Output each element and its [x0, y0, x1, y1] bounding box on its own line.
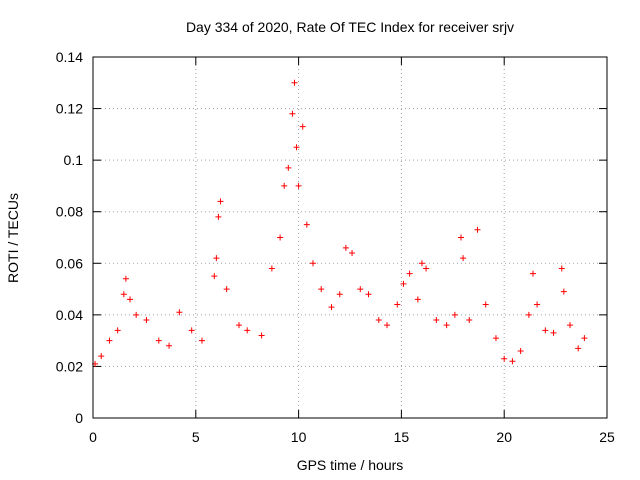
y-tick-label: 0.1 — [64, 152, 84, 168]
y-tick-label: 0.02 — [56, 358, 83, 374]
data-point — [384, 322, 391, 329]
data-point — [509, 358, 516, 365]
data-point — [133, 311, 140, 318]
data-point — [291, 79, 298, 86]
data-point — [414, 296, 421, 303]
data-point — [566, 322, 573, 329]
data-point — [309, 260, 316, 267]
data-point — [318, 286, 325, 293]
y-tick-label: 0.14 — [56, 49, 83, 65]
x-tick-labels: 0 5 10 15 20 25 — [89, 429, 615, 445]
y-tick-label: 0.08 — [56, 204, 83, 220]
x-tick-label: 25 — [599, 429, 615, 445]
data-point — [365, 291, 372, 298]
data-point — [492, 335, 499, 342]
data-point — [244, 327, 251, 334]
axis-ticks — [92, 56, 608, 419]
data-point — [188, 327, 195, 334]
data-point — [281, 182, 288, 189]
data-point — [277, 234, 284, 241]
data-point — [211, 273, 218, 280]
data-point — [155, 337, 162, 344]
data-point — [482, 301, 489, 308]
data-point — [460, 255, 467, 262]
data-point — [336, 291, 343, 298]
chart-title: Day 334 of 2020, Rate Of TEC Index for r… — [186, 19, 514, 35]
x-tick-label: 0 — [89, 429, 97, 445]
data-point — [295, 182, 302, 189]
data-point — [406, 270, 413, 277]
data-point — [299, 123, 306, 130]
data-point — [215, 213, 222, 220]
data-point — [120, 291, 127, 298]
y-tick-label: 0 — [75, 410, 83, 426]
x-tick-label: 15 — [394, 429, 410, 445]
y-tick-label: 0.04 — [56, 307, 83, 323]
data-point — [550, 329, 557, 336]
x-tick-label: 20 — [496, 429, 512, 445]
data-points — [92, 79, 588, 367]
data-point — [285, 164, 292, 171]
data-point — [394, 301, 401, 308]
data-point — [560, 288, 567, 295]
data-point — [98, 353, 105, 360]
y-tick-labels: 0 0.02 0.04 0.06 0.08 0.1 0.12 0.14 — [56, 49, 83, 426]
data-point — [581, 335, 588, 342]
data-point — [400, 280, 407, 287]
y-tick-label: 0.12 — [56, 101, 83, 117]
data-point — [122, 275, 129, 282]
data-point — [525, 311, 532, 318]
plot-frame — [92, 56, 608, 419]
data-point — [349, 249, 356, 256]
data-point — [213, 255, 220, 262]
x-axis-label: GPS time / hours — [297, 457, 404, 473]
data-point — [433, 317, 440, 324]
data-point — [223, 286, 230, 293]
y-tick-label: 0.06 — [56, 255, 83, 271]
data-point — [143, 317, 150, 324]
data-point — [357, 286, 364, 293]
data-point — [289, 110, 296, 117]
data-point — [127, 296, 134, 303]
data-point — [466, 317, 473, 324]
data-point — [517, 347, 524, 354]
data-point — [534, 301, 541, 308]
data-point — [418, 260, 425, 267]
data-point — [268, 265, 275, 272]
data-point — [328, 304, 335, 311]
data-point — [166, 342, 173, 349]
data-point — [293, 144, 300, 151]
data-point — [342, 244, 349, 251]
data-point — [114, 327, 121, 334]
data-point — [217, 198, 224, 205]
data-point — [458, 234, 465, 241]
data-point — [423, 265, 430, 272]
data-point — [575, 345, 582, 352]
data-point — [258, 332, 265, 339]
data-point — [303, 221, 310, 228]
grid — [93, 57, 607, 418]
data-point — [451, 311, 458, 318]
data-point — [529, 270, 536, 277]
x-tick-label: 5 — [192, 429, 200, 445]
data-point — [235, 322, 242, 329]
data-point — [558, 265, 565, 272]
data-point — [198, 337, 205, 344]
data-point — [501, 355, 508, 362]
data-point — [375, 317, 382, 324]
y-axis-label: ROTI / TECUs — [5, 193, 21, 283]
x-tick-label: 10 — [291, 429, 307, 445]
data-point — [443, 322, 450, 329]
data-point — [542, 327, 549, 334]
data-point — [176, 309, 183, 316]
data-point — [106, 337, 113, 344]
data-point — [474, 226, 481, 233]
